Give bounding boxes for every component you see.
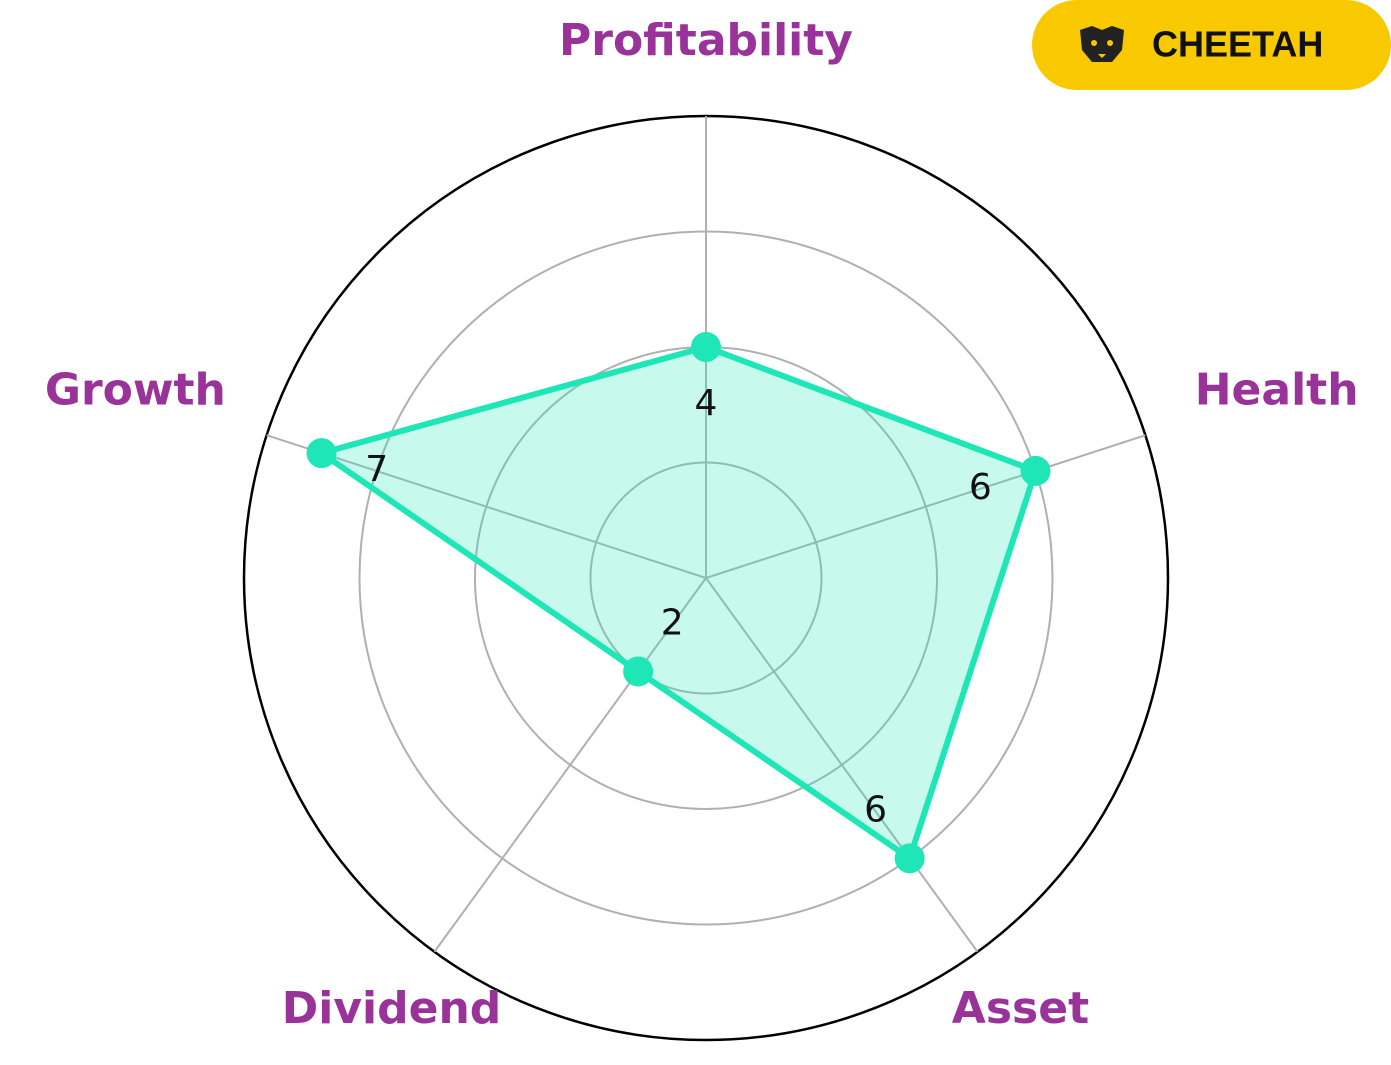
point bbox=[691, 332, 721, 362]
brand-name: CHEETAH bbox=[1152, 24, 1323, 65]
spoke bbox=[705, 577, 979, 953]
point bbox=[623, 656, 654, 687]
badge-background bbox=[1032, 0, 1391, 90]
data-label: 6 bbox=[969, 467, 992, 508]
spoke bbox=[266, 434, 707, 579]
brand-badge: CHEETAH bbox=[1032, 0, 1391, 90]
category-label: Dividend bbox=[282, 983, 502, 1034]
spoke bbox=[433, 577, 707, 953]
category-label: Asset bbox=[952, 983, 1089, 1034]
data-label: 4 bbox=[695, 383, 718, 424]
spoke bbox=[705, 434, 1146, 579]
data-label: 7 bbox=[365, 449, 388, 490]
point bbox=[894, 843, 925, 874]
category-label: Profitability bbox=[559, 15, 853, 66]
line bbox=[318, 344, 1039, 862]
category-label: Growth bbox=[45, 365, 226, 416]
data-label: 2 bbox=[661, 603, 684, 644]
point bbox=[1020, 455, 1051, 486]
point bbox=[306, 438, 337, 469]
data-label: 6 bbox=[864, 789, 887, 830]
area bbox=[321, 347, 1036, 859]
category-label: Health bbox=[1195, 365, 1359, 416]
cheetah-icon bbox=[1080, 26, 1124, 62]
